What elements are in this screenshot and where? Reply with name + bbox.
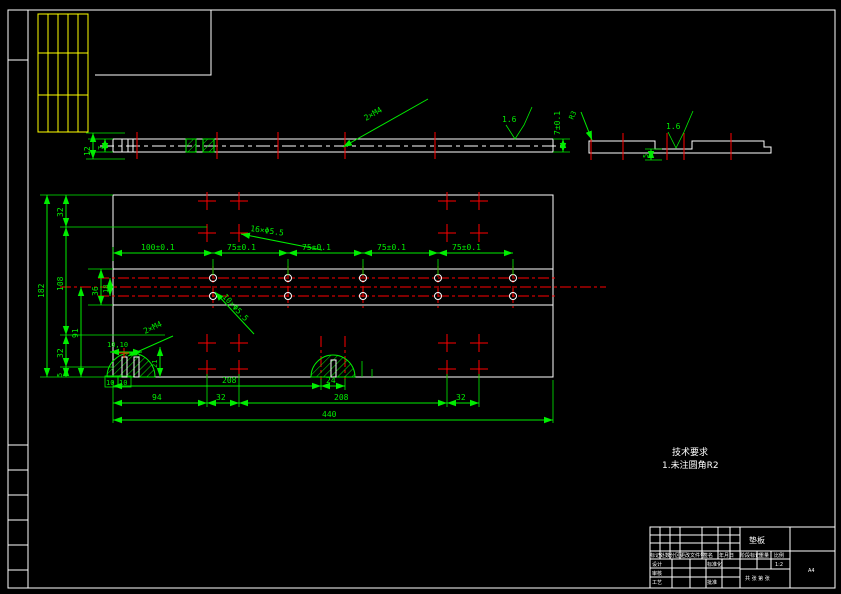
col-zone: 分区 [670,552,680,559]
dim-10-box1: 10 [106,379,114,387]
field-check: 审核 [652,570,662,577]
groove-lines [113,268,553,306]
col-mark: 标记 [650,552,660,559]
left-boss [106,352,156,378]
right-boss [310,354,356,378]
part-name: 垫板 [749,535,765,545]
roughness-value: 1.6 [502,115,517,124]
dim-24: 24 [326,376,336,385]
hole-col-centerlines [212,266,514,308]
col-count: 处数 [660,552,670,559]
dim-end-height: 7±0.1 [553,111,562,135]
dim-recess-depth: 5 [642,154,650,158]
dim-208b: 208 [334,393,349,402]
notes-title: 技术要求 [672,446,708,458]
scale-label: 比例 [774,552,784,559]
dim-32a: 32 [216,393,226,402]
scale-value: 1:2 [775,562,783,568]
field-design: 设计 [652,561,662,568]
notes-item1: 1.未注圆角R2 [662,459,719,471]
weight-label: 重量 [759,552,769,559]
hole-tick-marks [136,132,436,159]
dim-91: 91 [71,328,80,338]
col-sign: 签名 [703,552,713,559]
section-hatch [202,138,215,153]
drawing-frame [7,9,836,589]
hole-tick-marks [590,133,732,160]
leader-radius: R3 [568,110,579,121]
dim-182: 182 [37,283,46,298]
dim-32b: 32 [456,393,466,402]
dim-100: 100±0.1 [141,243,175,252]
leader-boss-2xM4: 2×M4 [142,319,163,335]
dim-94: 94 [152,393,162,402]
sheet-size: A4 [808,568,815,574]
title-block: 标记 处数 分区 更改文件号 签名 年月日 设计 标准化 审核 工艺 批准 垫板… [649,526,836,589]
side-view: 12 7 2×M4 1.6 7±0.1 [83,98,570,160]
dim-75d: 75±0.1 [452,243,481,252]
dim-5: 5 [56,373,64,377]
leader-16-holes: 16×Φ5.5 [250,224,285,238]
field-process: 工艺 [652,580,662,586]
dim-thickness: 12 [83,146,92,156]
dim-step: 7 [97,146,105,150]
dim-36: 36 [91,286,100,296]
dim-75a: 75±0.1 [227,243,256,252]
revision-table [37,13,89,133]
stage-label: 阶段标记 [740,552,760,559]
end-view: 1.6 5 R3 [568,110,772,161]
hole-crosses [198,192,488,378]
dim-32-top: 32 [56,207,65,217]
slot [330,359,337,378]
dim-108: 108 [56,276,65,291]
col-docno: 更改文件号 [680,552,705,559]
sheet-info: 共 张 第 张 [745,575,770,582]
technical-notes: 技术要求 1.未注圆角R2 [662,446,719,471]
slot [133,356,140,378]
col-date: 年月日 [719,552,734,559]
dim-21: 21 [151,360,159,368]
leader-10-holes: 10×Φ5.5 [221,292,251,323]
field-standard: 标准化 [707,561,722,568]
dim-208a: 208 [222,376,237,385]
field-approve: 批准 [707,579,717,586]
frame-notch [95,10,212,76]
dim-75c: 75±0.1 [377,243,406,252]
roughness-value: 1.6 [666,122,681,131]
dim-18: 18 [102,285,110,293]
dim-10-10: 10,10 [107,341,128,349]
leader-2xM4: 2×M4 [363,105,384,123]
dim-440: 440 [322,410,337,419]
section-hatch [185,138,197,153]
dim-32-bot: 32 [56,348,65,358]
plan-view: 100±0.1 75±0.1 75±0.1 75±0.1 75±0.1 182 … [37,192,606,424]
hole-row-centerlines [98,277,558,297]
dim-10-box2: 10 [119,379,127,387]
dim-75b: 75±0.1 [302,243,331,252]
